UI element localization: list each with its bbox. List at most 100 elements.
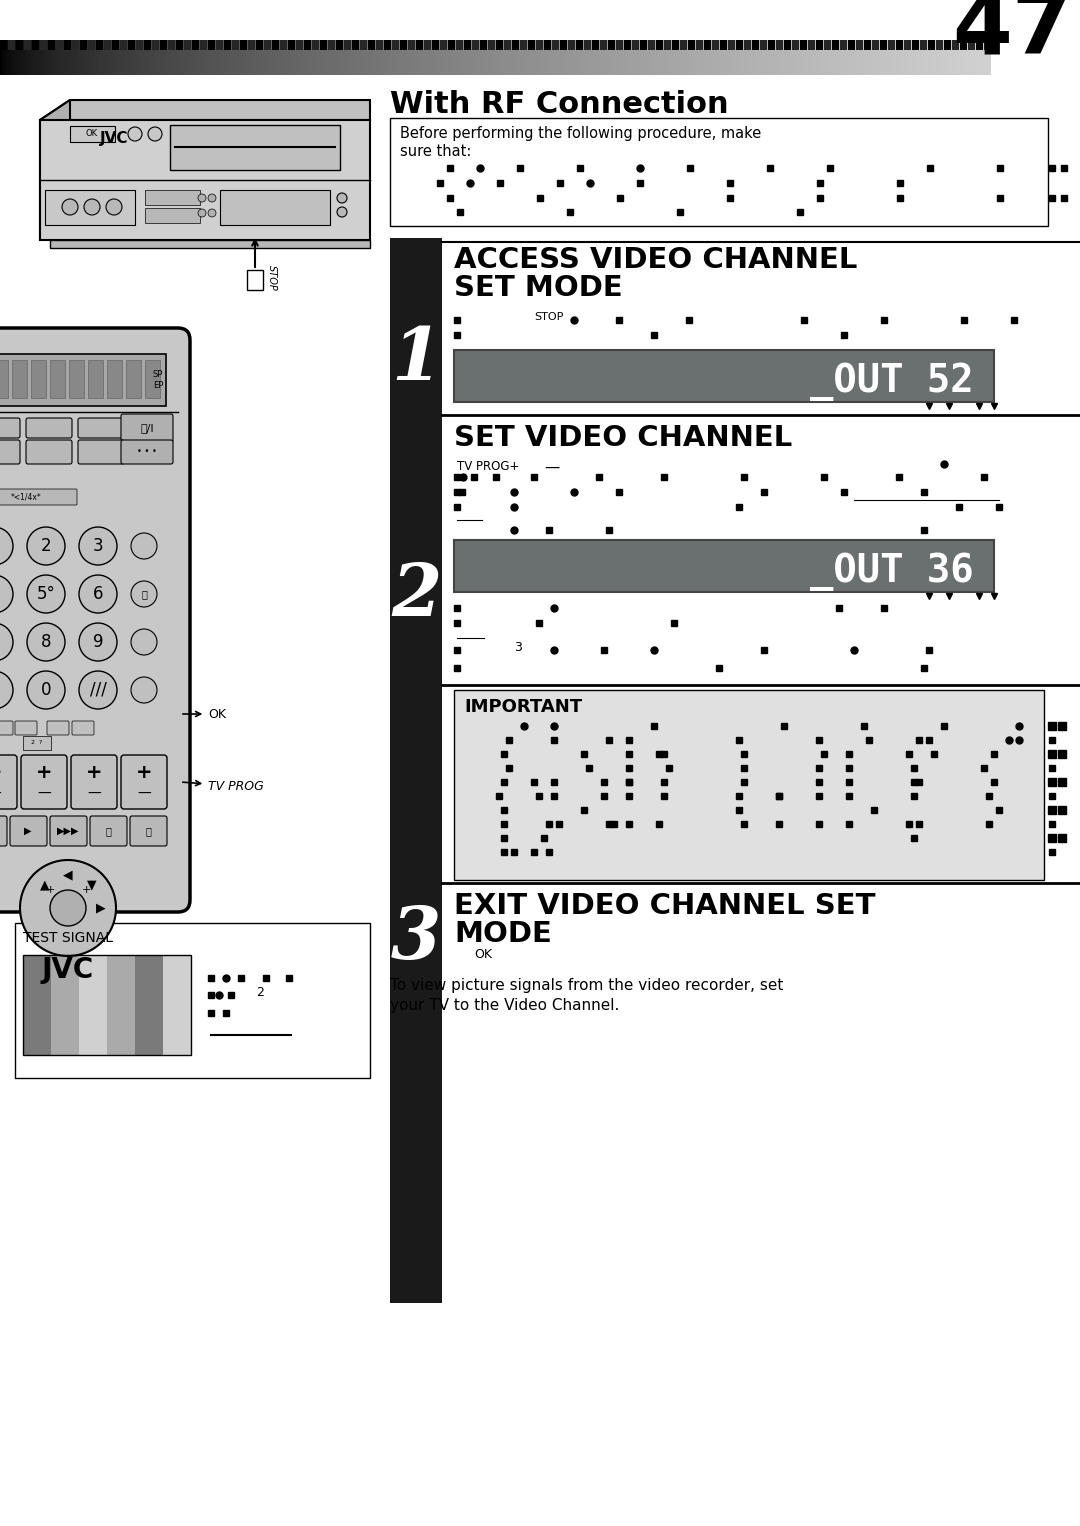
Bar — [487, 40, 491, 75]
Bar — [536, 40, 543, 50]
Bar — [390, 118, 1048, 226]
Bar — [77, 40, 80, 75]
Bar — [245, 40, 248, 75]
Bar — [896, 40, 903, 50]
Bar — [50, 360, 65, 398]
Bar — [12, 360, 27, 398]
Bar — [508, 40, 511, 75]
Bar — [544, 40, 548, 75]
Bar — [40, 40, 48, 50]
Polygon shape — [247, 270, 264, 290]
Bar — [592, 40, 595, 75]
Text: 8: 8 — [41, 633, 51, 652]
Text: 5°: 5° — [37, 584, 55, 603]
Bar — [454, 690, 1044, 881]
Bar — [713, 40, 716, 75]
Bar — [389, 40, 392, 75]
Bar — [688, 40, 696, 50]
FancyBboxPatch shape — [0, 418, 21, 438]
Bar — [782, 40, 785, 75]
Bar — [0, 40, 3, 75]
Bar — [186, 40, 189, 75]
Bar — [257, 40, 261, 75]
Bar — [320, 40, 327, 50]
Bar — [309, 40, 313, 75]
Circle shape — [131, 533, 157, 559]
Text: —: — — [37, 787, 51, 801]
Bar — [23, 955, 191, 1054]
Bar — [218, 40, 221, 75]
FancyBboxPatch shape — [48, 720, 69, 736]
Bar — [738, 40, 741, 75]
Text: SP
EP: SP EP — [152, 371, 163, 389]
Bar — [299, 40, 303, 75]
Bar — [421, 40, 424, 75]
Bar — [454, 540, 994, 592]
Text: To view picture signals from the video recorder, set: To view picture signals from the video r… — [390, 978, 783, 993]
Text: +: + — [36, 763, 52, 781]
Bar — [96, 40, 100, 75]
Bar — [656, 40, 663, 50]
Bar — [285, 40, 288, 75]
Bar — [401, 40, 404, 75]
Bar — [198, 40, 202, 75]
Bar — [951, 40, 959, 50]
Bar — [899, 40, 902, 75]
Bar — [985, 40, 988, 75]
Bar — [107, 955, 135, 1054]
Bar — [780, 40, 783, 75]
Bar — [35, 40, 38, 75]
Bar — [109, 40, 112, 75]
Bar — [456, 40, 459, 75]
Bar — [52, 40, 55, 75]
FancyBboxPatch shape — [0, 755, 17, 809]
Bar — [935, 40, 939, 75]
Bar — [953, 40, 957, 75]
Bar — [889, 40, 892, 75]
Bar — [970, 40, 974, 75]
Circle shape — [62, 198, 78, 215]
Bar — [408, 40, 411, 75]
Bar — [25, 40, 28, 75]
Bar — [45, 191, 135, 224]
Text: 3: 3 — [93, 537, 104, 555]
Circle shape — [27, 623, 65, 661]
Bar — [278, 40, 281, 75]
Bar — [665, 40, 670, 75]
Text: TEST SIGNAL: TEST SIGNAL — [23, 931, 113, 945]
Bar — [0, 354, 166, 406]
Bar — [119, 40, 122, 75]
Bar — [334, 40, 338, 75]
Bar — [864, 40, 870, 50]
Bar — [728, 40, 731, 75]
FancyBboxPatch shape — [26, 418, 72, 438]
Bar — [532, 40, 536, 75]
Bar — [816, 40, 823, 50]
Bar — [903, 40, 907, 75]
Bar — [424, 40, 431, 50]
FancyBboxPatch shape — [71, 755, 117, 809]
Bar — [839, 40, 842, 75]
Bar — [104, 40, 107, 75]
Bar — [626, 40, 630, 75]
Bar — [193, 40, 197, 75]
Bar — [968, 40, 971, 75]
Bar — [302, 40, 306, 75]
Bar — [809, 40, 813, 75]
Text: +: + — [0, 763, 2, 781]
Bar — [262, 40, 266, 75]
Bar — [480, 40, 487, 50]
Bar — [617, 40, 620, 75]
Bar — [354, 40, 357, 75]
Bar — [345, 40, 348, 75]
Bar — [703, 40, 706, 75]
Bar — [59, 40, 63, 75]
Bar — [69, 360, 84, 398]
Bar — [144, 40, 151, 50]
Bar — [613, 40, 618, 75]
Bar — [824, 40, 831, 50]
Bar — [216, 40, 222, 50]
Bar — [15, 40, 18, 75]
Text: OK: OK — [86, 130, 98, 139]
Bar — [391, 40, 394, 75]
